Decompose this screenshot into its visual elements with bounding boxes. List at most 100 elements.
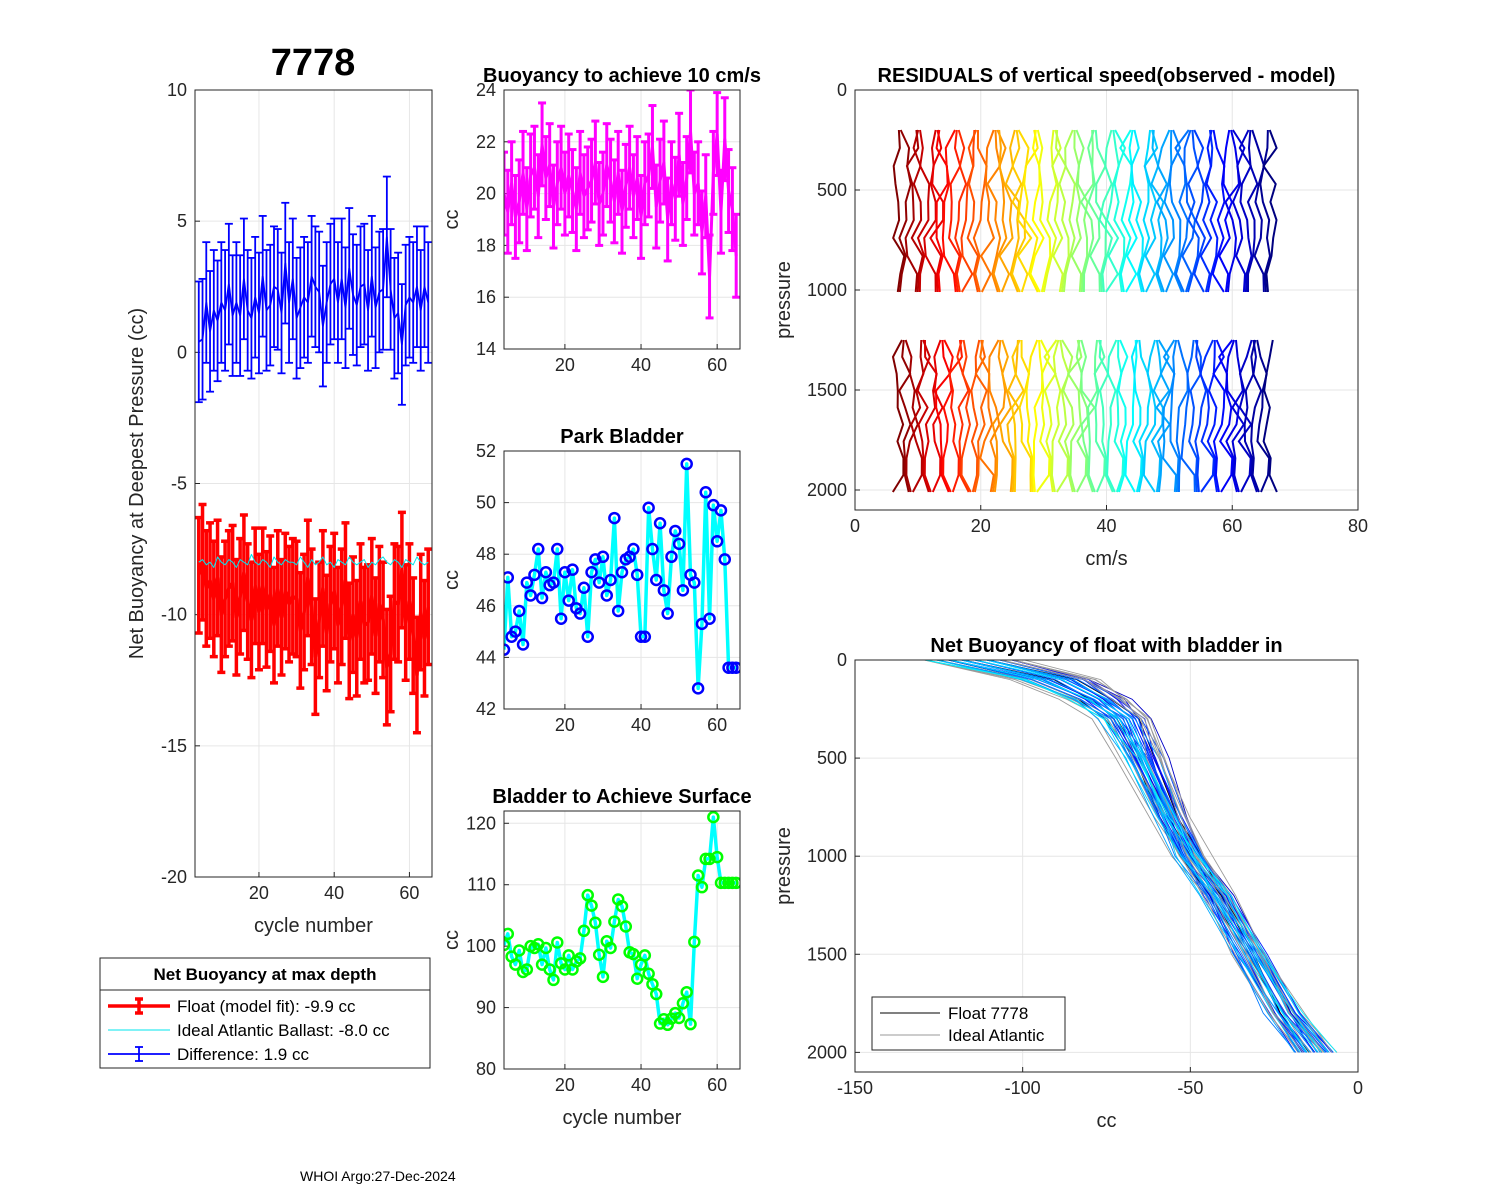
surface-point [703, 852, 716, 866]
residuals-ytick-label: 1000 [807, 280, 847, 300]
netprofile-ylabel: pressure [773, 827, 795, 905]
surface-point [615, 899, 629, 913]
residual-profile-line [1042, 129, 1058, 293]
surface-point [577, 924, 591, 938]
surface-point [680, 985, 693, 999]
residual-profile-line [1056, 339, 1070, 493]
residual-profile-line [1193, 129, 1207, 293]
park-point [535, 591, 549, 605]
residual-profile-line [916, 339, 931, 493]
residual-profile-line [954, 129, 968, 293]
surface-point [691, 869, 705, 882]
residual-profile-line [1212, 339, 1226, 493]
netprofile-xtick-label: 0 [1353, 1078, 1363, 1098]
surface-axes: 20 40 60 80 90 100 110 120 Bladder to Achieve Su… [441, 786, 752, 1129]
park-point [554, 612, 568, 625]
residuals-xtick-label: 20 [971, 516, 991, 536]
residual-profile-line [1155, 129, 1171, 293]
surface-point [688, 935, 701, 949]
netbuoy-legend: Net Buoyancy at max depth Float (model fi… [99, 957, 431, 1069]
residual-profile-line [1130, 339, 1143, 493]
park-point [688, 576, 701, 589]
netprofile-curve [987, 660, 1311, 1053]
residual-profile-line [1025, 339, 1039, 493]
residuals-ylabel: pressure [773, 261, 795, 339]
park-point [509, 625, 522, 638]
park-point [604, 573, 617, 587]
park-xtick-label: 40 [631, 715, 651, 735]
netprofile-legend-label: Float 7778 [948, 1004, 1028, 1023]
park-point [726, 661, 739, 674]
park-point [722, 661, 735, 674]
park-ytick-label: 52 [476, 441, 496, 461]
residual-profile-line [1079, 129, 1095, 293]
netbuoy-axes: 20 40 60 -20 -15 -10 -5 0 5 10 cycle number Net Buo… [126, 80, 432, 937]
netprofile-xtick-label: -100 [1005, 1078, 1041, 1098]
surface-ytick-label: 120 [466, 813, 496, 833]
residual-profile-line [1066, 339, 1083, 493]
residual-profile-line [1199, 129, 1214, 293]
residuals-xtick-label: 40 [1096, 516, 1116, 536]
park-ytick-label: 44 [476, 647, 496, 667]
residual-profile-line [1194, 339, 1208, 493]
residual-profile-line [1051, 129, 1064, 293]
residual-profile-line [1168, 129, 1183, 293]
residual-profile-line [972, 129, 988, 293]
park-point [592, 576, 606, 589]
surface-ytick-label: 110 [467, 875, 496, 895]
residual-profile-line [1117, 339, 1129, 493]
netbuoy-ytick-label: 10 [167, 80, 187, 100]
netbuoy-frame [194, 89, 433, 878]
residual-profile-line [1093, 339, 1106, 493]
residual-profile-line [960, 129, 976, 293]
park-point [676, 584, 690, 597]
residuals-xtick-label: 0 [850, 516, 860, 536]
residuals-xtick-label: 80 [1348, 516, 1368, 536]
surface-point [562, 949, 575, 962]
buoy10-ytick-label: 14 [476, 339, 496, 359]
residual-profile-line [1174, 129, 1190, 293]
buoy10-ytick-label: 16 [476, 287, 496, 307]
park-point [585, 566, 598, 579]
surface-point [573, 952, 587, 965]
surface-point [710, 850, 724, 864]
park-point [634, 630, 648, 644]
residual-profile-line [1016, 129, 1033, 293]
residual-profile-line [960, 339, 972, 493]
netprofile-ytick-label: 1000 [807, 846, 847, 866]
surface-point [722, 876, 735, 890]
netprofile-curve [1012, 660, 1333, 1053]
residual-profile-line [1262, 129, 1278, 293]
buoy10-xtick-label: 20 [555, 355, 575, 375]
surface-point [551, 936, 564, 949]
residual-profile-line [1143, 129, 1159, 293]
residual-profile-line [973, 339, 988, 493]
park-point [672, 537, 686, 551]
surface-point [729, 876, 740, 890]
netprofile-curve [1000, 660, 1325, 1053]
surface-point [718, 876, 732, 890]
park-frame [503, 450, 741, 710]
residual-profile-line [898, 339, 912, 493]
residual-profile-line [1050, 339, 1062, 493]
residual-profile-line [992, 129, 1008, 293]
netprofile-title: Net Buoyancy of float with bladder in [930, 635, 1282, 657]
surface-point [714, 876, 728, 890]
park-point [581, 630, 594, 644]
surface-ytick-label: 80 [476, 1059, 496, 1079]
residual-profile-line [979, 129, 996, 293]
residual-profile-line [1251, 129, 1266, 293]
park-xtick-label: 20 [555, 715, 575, 735]
residual-profile-line [916, 129, 931, 293]
residual-profile-line [1043, 339, 1058, 493]
surface-point [684, 1017, 697, 1031]
netprofile-ytick-label: 2000 [807, 1042, 847, 1062]
residual-profile-line [1169, 339, 1180, 493]
park-point [638, 630, 652, 644]
residual-profile-line [1036, 339, 1051, 493]
surface-point [619, 920, 633, 933]
park-xtick-label: 60 [707, 715, 727, 735]
surface-plot-area [504, 811, 740, 1069]
netprofile-curve [962, 660, 1318, 1053]
